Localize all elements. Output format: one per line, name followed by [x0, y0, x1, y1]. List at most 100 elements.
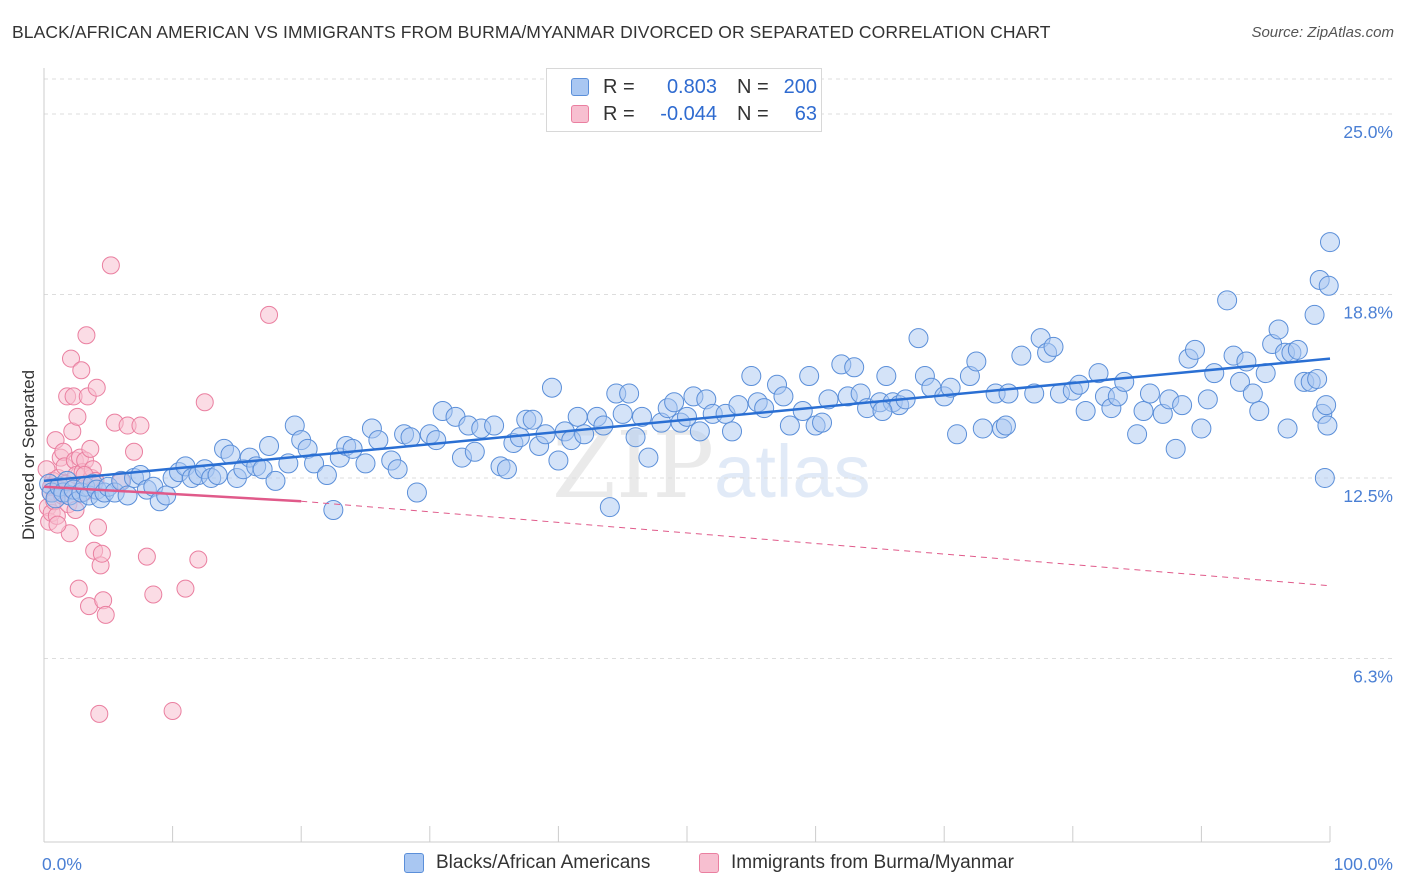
burma-point: [163, 701, 182, 720]
burma-point: [260, 305, 279, 324]
black-point: [1242, 383, 1263, 404]
black-point: [1165, 438, 1186, 459]
black-point: [1277, 418, 1298, 439]
black-point: [947, 424, 968, 445]
black-point: [625, 427, 646, 448]
black-point: [484, 415, 505, 436]
burma-trend-line: [43, 485, 302, 503]
burma-point: [176, 579, 195, 598]
series-name-burma: Immigrants from Burma/Myanmar: [731, 852, 1014, 873]
black-point: [1314, 467, 1335, 488]
black-point: [631, 406, 652, 427]
burma-point: [90, 704, 109, 723]
black-point: [1229, 371, 1250, 392]
black-point: [995, 415, 1016, 436]
black-point: [548, 450, 569, 471]
black-point: [728, 395, 749, 416]
black-point: [664, 392, 685, 413]
black-point: [496, 459, 517, 480]
burma-point: [81, 439, 100, 458]
black-point: [323, 500, 344, 521]
watermark-atlas: atlas: [714, 430, 871, 513]
black-point: [818, 389, 839, 410]
black-point: [1217, 290, 1238, 311]
black-point: [1204, 363, 1225, 384]
burma-point: [60, 524, 79, 543]
legend-n-value: 200: [783, 75, 817, 98]
black-point: [1191, 418, 1212, 439]
black-point: [940, 377, 961, 398]
burma-point: [48, 515, 67, 534]
y-tick-label: 12.5%: [1343, 486, 1393, 506]
black-point: [464, 441, 485, 462]
legend-r-value: 0.803: [666, 75, 717, 98]
black-point: [792, 400, 813, 421]
black-point: [689, 421, 710, 442]
y-axis-label: Divorced or Separated: [19, 370, 38, 540]
black-point: [1024, 383, 1045, 404]
burma-point: [92, 544, 111, 563]
legend-row-black: R = 0.803 N = 200: [571, 74, 817, 100]
black-point: [1075, 400, 1096, 421]
black-point: [876, 366, 897, 387]
black-point: [567, 406, 588, 427]
black-point: [1307, 368, 1328, 389]
burma-point: [87, 378, 106, 397]
black-point: [1304, 304, 1325, 325]
black-point: [741, 366, 762, 387]
black-point: [1320, 232, 1340, 253]
burma-point: [69, 579, 88, 598]
black-point: [1127, 424, 1148, 445]
series-swatch-black: [404, 853, 424, 873]
legend-r-label: R =: [603, 75, 635, 98]
black-point: [998, 383, 1019, 404]
black-point: [1011, 345, 1032, 366]
black-point: [799, 366, 820, 387]
series-swatch-burma: [699, 853, 719, 873]
black-point: [612, 403, 633, 424]
black-point: [368, 430, 389, 451]
y-tick-label: 18.8%: [1343, 303, 1393, 323]
legend-row-burma: R = -0.044 N = 63: [571, 101, 817, 127]
burma-point: [89, 518, 108, 537]
black-point: [1318, 275, 1339, 296]
black-point: [304, 453, 325, 474]
y-tick-label: 6.3%: [1353, 667, 1393, 687]
black-point: [355, 453, 376, 474]
tick-labels: 6.3% 12.5% 18.8% 25.0% 0.0% 100.0%: [42, 122, 1393, 874]
black-point: [773, 386, 794, 407]
black-point: [972, 418, 993, 439]
burma-point: [77, 326, 96, 345]
black-point: [638, 447, 659, 468]
source-label: Source: ZipAtlas.com: [1251, 24, 1394, 41]
burma-trend-extension: [301, 500, 1331, 587]
black-point: [1249, 400, 1270, 421]
series-legend-burma: Immigrants from Burma/Myanmar: [699, 852, 1014, 874]
series-legend: Blacks/African Americans Immigrants from…: [0, 852, 1406, 876]
legend-r-value: -0.044: [660, 102, 717, 125]
black-point: [1268, 319, 1289, 340]
burma-point: [125, 442, 144, 461]
black-point: [1172, 395, 1193, 416]
axes: [43, 68, 1331, 843]
legend-swatch-black: [571, 78, 589, 96]
x-tick-label-min: 0.0%: [42, 854, 82, 874]
burma-point: [68, 407, 87, 426]
black-point: [966, 351, 987, 372]
legend-n-label: N =: [737, 75, 769, 98]
burma-point: [96, 605, 115, 624]
chart-title: BLACK/AFRICAN AMERICAN VS IMMIGRANTS FRO…: [12, 22, 1051, 42]
legend-swatch-burma: [571, 105, 589, 123]
black-point: [265, 470, 286, 491]
black-point: [1133, 400, 1154, 421]
burma-point: [72, 361, 91, 380]
y-tick-label: 25.0%: [1343, 122, 1393, 142]
black-point: [207, 465, 228, 486]
black-point: [387, 459, 408, 480]
legend-n-value: 63: [794, 102, 817, 125]
series-name-black: Blacks/African Americans: [436, 852, 651, 873]
legend-box: R = 0.803 N = 200 R = -0.044 N = 63: [546, 68, 822, 132]
black-point: [599, 497, 620, 518]
black-point: [1316, 395, 1337, 416]
